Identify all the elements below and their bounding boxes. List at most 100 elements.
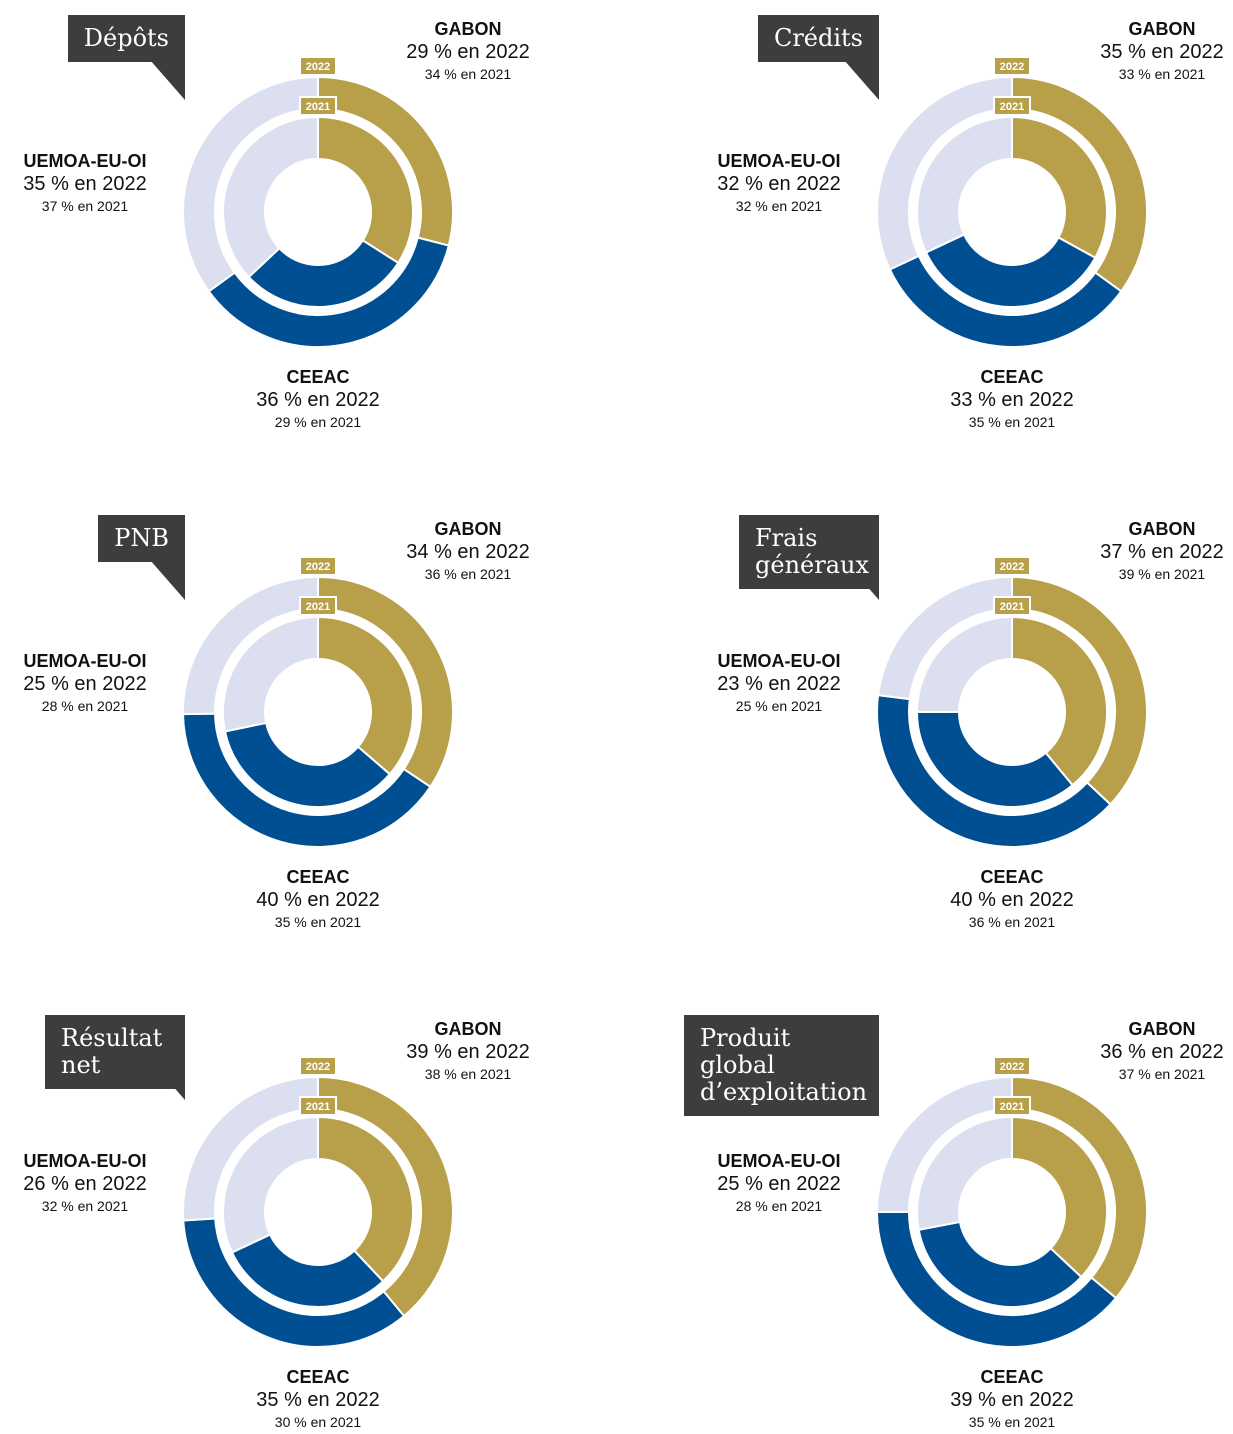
chart-panel: 2022 2021 PNB GABON 34 % en 2022 36 % en 2021…: [0, 500, 600, 980]
donut-segment: [222, 115, 319, 279]
series-name: 2021: [1000, 1101, 1024, 1113]
value-label: 34 % en 2021: [424, 66, 512, 82]
series-name: 2022: [306, 561, 330, 573]
series-tag: [299, 1096, 337, 1116]
category-name: CEEAC: [980, 867, 1044, 887]
series-name: 2021: [306, 601, 330, 613]
value-label: 26 % en 2022: [23, 1173, 147, 1195]
donut-segment: [317, 115, 414, 265]
donut-segment: [916, 1115, 1013, 1231]
chart-panel: 2022 2021 Crédits GABON 35 % en 2022 33 % en …: [694, 0, 1233, 480]
value-label: 28 % en 2021: [41, 698, 129, 714]
value-label: 25 % en 2022: [717, 1173, 841, 1195]
donut-segment: [875, 1075, 1013, 1213]
category-label: GABON 36 % en 2022 37 % en 2021: [1052, 1018, 1233, 1084]
series-name: 2022: [1000, 561, 1024, 573]
value-label: 32 % en 2022: [717, 173, 841, 195]
series-name: 2022: [1000, 61, 1024, 73]
category-label: GABON 37 % en 2022 39 % en 2021: [1052, 518, 1233, 584]
donut-segment: [875, 1211, 1118, 1348]
category-label: UEMOA-EU-OI 26 % en 2022 32 % en 2021: [0, 1150, 195, 1216]
category-name: GABON: [1128, 1019, 1196, 1039]
series-tag: [299, 96, 337, 116]
category-label: CEEAC 39 % en 2022 35 % en 2021: [902, 1366, 1122, 1432]
category-name: GABON: [1128, 19, 1196, 39]
value-label: 36 % en 2022: [256, 389, 380, 411]
category-name: CEEAC: [286, 1367, 350, 1387]
donut-segment: [182, 75, 319, 293]
value-label: 35 % en 2022: [256, 1389, 380, 1411]
value-label: 29 % en 2021: [274, 414, 362, 430]
series-name: 2022: [306, 1061, 330, 1073]
donut-segment: [924, 233, 1097, 308]
value-label: 29 % en 2022: [406, 41, 530, 63]
donut-segment: [317, 615, 414, 776]
category-label: GABON 34 % en 2022 36 % en 2021: [358, 518, 578, 584]
donut-segment: [222, 1115, 319, 1254]
category-name: GABON: [434, 19, 502, 39]
value-label: 33 % en 2022: [950, 389, 1074, 411]
chart-title: Frais généraux: [739, 515, 879, 589]
category-name: CEEAC: [980, 367, 1044, 387]
series-tag: [299, 596, 337, 616]
category-label: UEMOA-EU-OI 25 % en 2022 28 % en 2021: [0, 650, 195, 716]
series-tag: [993, 1096, 1031, 1116]
value-label: 39 % en 2022: [950, 1389, 1074, 1411]
donut-segment: [182, 1075, 319, 1222]
category-name: UEMOA-EU-OI: [23, 151, 147, 171]
value-label: 30 % en 2021: [274, 1414, 362, 1430]
donut-segment: [915, 711, 1074, 808]
donut-segment: [1011, 1115, 1108, 1279]
value-label: 38 % en 2021: [424, 1066, 512, 1082]
series-tag: [993, 96, 1031, 116]
value-label: 36 % en 2021: [424, 566, 512, 582]
category-name: CEEAC: [286, 867, 350, 887]
value-label: 35 % en 2021: [274, 914, 362, 930]
chart: 2022 2021: [150, 56, 454, 348]
chart: 2022 2021: [844, 56, 1148, 348]
value-label: 23 % en 2022: [717, 673, 841, 695]
chart-title: Dépôts: [67, 15, 185, 62]
donut-segment: [1011, 615, 1108, 787]
series-name: 2022: [1000, 1061, 1024, 1073]
donut-segment: [876, 75, 1013, 271]
value-label: 39 % en 2022: [406, 1041, 530, 1063]
value-label: 35 % en 2021: [968, 414, 1056, 430]
chart: 2022 2021: [844, 1056, 1148, 1348]
category-label: CEEAC 36 % en 2022 29 % en 2021: [208, 366, 428, 432]
value-label: 40 % en 2022: [256, 889, 380, 911]
category-label: CEEAC 40 % en 2022 35 % en 2021: [208, 866, 428, 932]
series-name: 2021: [1000, 601, 1024, 613]
title-pointer: [844, 60, 879, 100]
value-label: 32 % en 2021: [41, 1198, 129, 1214]
donut-segment: [876, 693, 1112, 848]
series-tag: [299, 1056, 337, 1076]
series-tag: [299, 556, 337, 576]
category-name: UEMOA-EU-OI: [23, 1151, 147, 1171]
donut-segment: [223, 721, 392, 808]
donut-segment: [181, 712, 432, 848]
category-label: UEMOA-EU-OI 32 % en 2022 32 % en 2021: [669, 150, 889, 216]
donut-segment: [247, 239, 400, 308]
value-label: 36 % en 2021: [968, 914, 1056, 930]
value-label: 28 % en 2021: [735, 1198, 823, 1214]
series-tag: [993, 56, 1031, 76]
donut-segment: [222, 615, 319, 733]
value-label: 37 % en 2022: [1100, 541, 1224, 563]
category-label: GABON 35 % en 2022 33 % en 2021: [1052, 18, 1233, 84]
category-name: GABON: [434, 1019, 502, 1039]
category-name: CEEAC: [980, 1367, 1044, 1387]
category-name: UEMOA-EU-OI: [23, 651, 147, 671]
donut-segment: [915, 615, 1013, 713]
value-label: 25 % en 2022: [23, 673, 147, 695]
donut-segment: [182, 575, 319, 716]
series-name: 2022: [306, 61, 330, 73]
chart: 2022 2021: [150, 1056, 454, 1348]
value-label: 40 % en 2022: [950, 889, 1074, 911]
category-name: UEMOA-EU-OI: [717, 1151, 841, 1171]
category-name: CEEAC: [286, 367, 350, 387]
chart-panel: 2022 2021 Dépôts GABON 29 % en 2022 34 % en 2…: [0, 0, 600, 480]
category-label: GABON 29 % en 2022 34 % en 2021: [358, 18, 578, 84]
donut-segment: [917, 1220, 1083, 1308]
